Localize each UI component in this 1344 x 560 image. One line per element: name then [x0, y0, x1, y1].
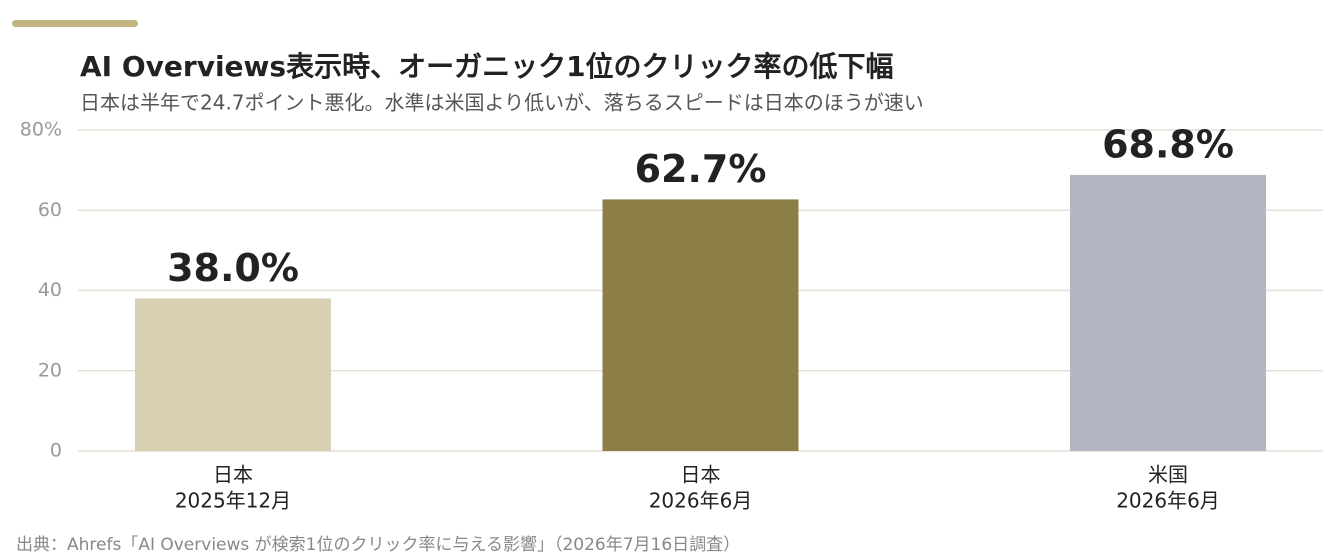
value-label: 62.7% — [635, 147, 767, 191]
bar — [135, 298, 331, 451]
x-tick-label: 米国 — [1148, 463, 1188, 487]
bar — [1070, 174, 1266, 451]
y-tick-label: 60 — [38, 199, 62, 221]
x-tick-label: 日本 — [213, 463, 253, 487]
source-note: 出典：Ahrefs「AI Overviews が検索1位のクリック率に与える影響… — [16, 535, 740, 555]
y-tick-label: 80% — [20, 119, 62, 141]
value-label: 38.0% — [167, 246, 299, 290]
accent-bar — [12, 20, 138, 27]
value-label: 68.8% — [1102, 122, 1234, 166]
x-tick-label: 日本 — [681, 463, 721, 487]
x-tick-label: 2025年12月 — [175, 489, 291, 513]
chart-title: AI Overviews表示時、オーガニック1位のクリック率の低下幅 — [80, 50, 894, 83]
x-tick-label: 2026年6月 — [649, 489, 753, 513]
chart-subtitle: 日本は半年で24.7ポイント悪化。水準は米国より低いが、落ちるスピードは日本のほ… — [80, 91, 924, 115]
y-tick-label: 0 — [50, 440, 62, 462]
y-tick-label: 20 — [38, 359, 62, 381]
y-tick-label: 40 — [38, 279, 62, 301]
x-tick-label: 2026年6月 — [1116, 489, 1220, 513]
bar — [602, 199, 799, 451]
